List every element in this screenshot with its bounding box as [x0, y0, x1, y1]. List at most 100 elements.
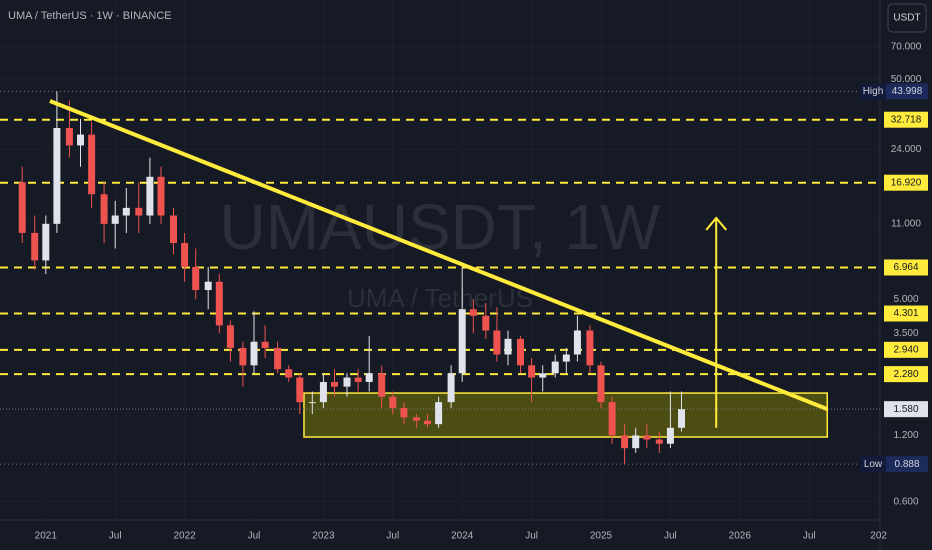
currency-label[interactable]: USDT — [893, 13, 920, 24]
candle-body — [135, 207, 143, 216]
level-label: 2.280 — [893, 369, 918, 380]
candle-body — [18, 182, 26, 233]
trendline — [49, 99, 828, 412]
support-zone — [303, 392, 829, 438]
level-label-box — [884, 341, 928, 358]
level-label: 2.940 — [893, 344, 918, 355]
level-label-box — [884, 174, 928, 191]
candle-body — [389, 396, 397, 408]
candle-body — [586, 330, 594, 366]
candle-body — [88, 134, 96, 195]
candle-body — [539, 373, 547, 378]
y-tick-label: 5.000 — [893, 294, 918, 305]
x-tick-label: Jul — [664, 531, 677, 542]
candle-body — [678, 409, 686, 428]
candle-body — [42, 223, 50, 261]
candle-body — [274, 347, 282, 370]
last-price-label: 1.580 — [893, 404, 918, 415]
candle-body — [608, 402, 616, 436]
extreme-value-box — [886, 456, 928, 473]
candle-body — [551, 361, 559, 374]
x-tick-label: 202 — [870, 531, 887, 542]
candle-body — [562, 354, 570, 362]
candle-body — [296, 377, 304, 403]
extreme-name-box — [860, 456, 886, 473]
candle-body — [331, 381, 339, 387]
x-tick-label: Jul — [525, 531, 538, 542]
x-tick-label: 2025 — [590, 531, 613, 542]
candle-body — [192, 266, 200, 291]
candle-body — [597, 365, 605, 403]
x-tick-label: 2021 — [35, 531, 58, 542]
level-label-box — [884, 111, 928, 128]
watermark-sub: UMA / TetherUS — [347, 283, 533, 313]
candle-body — [111, 215, 119, 224]
candle-body — [517, 338, 525, 366]
candle-body — [343, 377, 351, 387]
candle-body — [400, 407, 408, 418]
level-label: 4.301 — [893, 308, 918, 319]
x-tick-label: Jul — [803, 531, 816, 542]
y-tick-label: 1.200 — [893, 430, 918, 441]
candle-body — [573, 330, 581, 355]
candle-body — [319, 381, 327, 403]
candle-body — [285, 369, 293, 378]
extreme-value-box — [886, 83, 928, 100]
last-price-box — [884, 401, 928, 418]
candle-body — [170, 215, 178, 243]
x-tick-label: Jul — [386, 531, 399, 542]
candle-body — [365, 373, 373, 382]
candle-body — [239, 347, 247, 366]
y-tick-label: 50.000 — [891, 74, 922, 85]
extreme-name: High — [863, 86, 884, 97]
candle-body — [469, 309, 477, 316]
x-tick-label: 2022 — [173, 531, 196, 542]
candle-body — [146, 176, 154, 216]
y-tick-label: 3.500 — [893, 328, 918, 339]
level-label: 32.718 — [891, 114, 922, 125]
candle-body — [31, 232, 39, 261]
candle-body — [226, 325, 234, 348]
candle-body — [458, 309, 466, 374]
candle-body — [354, 377, 362, 382]
candle-body — [65, 128, 73, 146]
candle-body — [122, 207, 130, 216]
level-label-box — [884, 366, 928, 383]
extreme-value: 0.888 — [894, 459, 919, 470]
candle-body — [181, 242, 189, 267]
candle-body — [308, 402, 316, 404]
candle-body — [157, 176, 165, 216]
candle-body — [528, 365, 536, 378]
y-tick-label: 11.000 — [891, 218, 921, 229]
candle-body — [412, 417, 420, 421]
level-label-box — [884, 259, 928, 276]
x-tick-label: Jul — [248, 531, 261, 542]
candle-body — [504, 338, 512, 355]
candle-body — [100, 194, 108, 224]
x-tick-label: 2026 — [729, 531, 752, 542]
level-label: 6.964 — [893, 262, 918, 273]
currency-button[interactable] — [887, 3, 927, 33]
x-tick-label: 2023 — [312, 531, 335, 542]
level-label-box — [884, 305, 928, 322]
extreme-name: Low — [864, 459, 883, 470]
candle-body — [424, 420, 432, 425]
candle-body — [250, 341, 258, 366]
x-tick-label: Jul — [109, 531, 122, 542]
candle-body — [215, 281, 223, 326]
watermark: UMAUSDT, 1W — [220, 191, 662, 263]
y-tick-label: 70.000 — [891, 42, 922, 53]
target-arrow — [705, 216, 727, 428]
candle-body — [261, 341, 269, 348]
candle-body — [666, 427, 674, 444]
candle-body — [655, 439, 663, 444]
candle-body — [447, 373, 455, 403]
extreme-value: 43.998 — [892, 86, 923, 97]
candle-body — [482, 315, 490, 331]
candle-body — [632, 435, 640, 449]
candle-body — [53, 128, 61, 224]
candle-body — [378, 373, 386, 397]
y-tick-label: 0.600 — [893, 496, 918, 507]
